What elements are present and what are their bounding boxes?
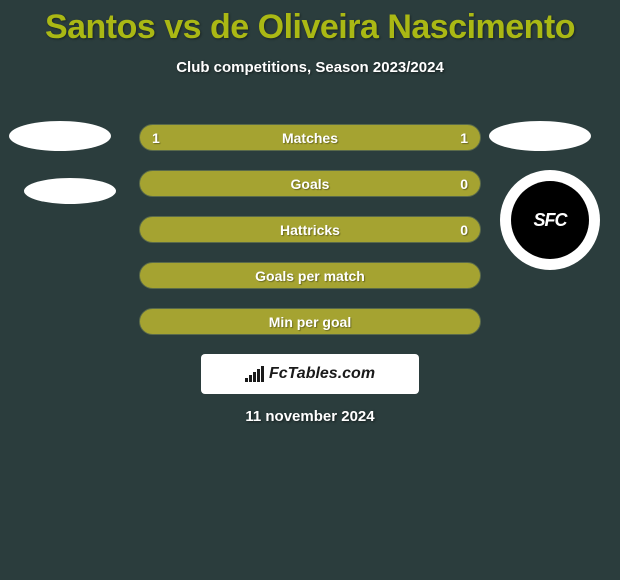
stat-left-value: 1: [152, 130, 160, 146]
stat-label: Min per goal: [140, 314, 480, 330]
stats-list: 1Matches1Goals0Hattricks0Goals per match…: [139, 124, 481, 354]
stat-row: 1Matches1: [139, 124, 481, 151]
left-team-logo-placeholder-1: [9, 121, 111, 151]
date-label: 11 november 2024: [0, 408, 620, 425]
right-team-logo-placeholder: [489, 121, 591, 151]
stat-row: Goals per match: [139, 262, 481, 289]
stat-label: Matches: [140, 130, 480, 146]
stat-right-value: 0: [460, 176, 468, 192]
stat-row: Hattricks0: [139, 216, 481, 243]
brand-badge: FcTables.com: [201, 354, 419, 394]
left-team-logo-placeholder-2: [24, 178, 116, 204]
stat-label: Goals per match: [140, 268, 480, 284]
brand-text: FcTables.com: [269, 365, 375, 383]
stat-label: Goals: [140, 176, 480, 192]
santos-logo-text: SFC: [534, 210, 567, 231]
stat-row: Goals0: [139, 170, 481, 197]
page-title: Santos vs de Oliveira Nascimento: [0, 0, 620, 47]
page-subtitle: Club competitions, Season 2023/2024: [0, 59, 620, 76]
brand-bars-icon: [245, 366, 264, 382]
stat-row: Min per goal: [139, 308, 481, 335]
santos-logo: SFC: [500, 170, 600, 270]
stat-right-value: 1: [460, 130, 468, 146]
stat-right-value: 0: [460, 222, 468, 238]
stat-label: Hattricks: [140, 222, 480, 238]
